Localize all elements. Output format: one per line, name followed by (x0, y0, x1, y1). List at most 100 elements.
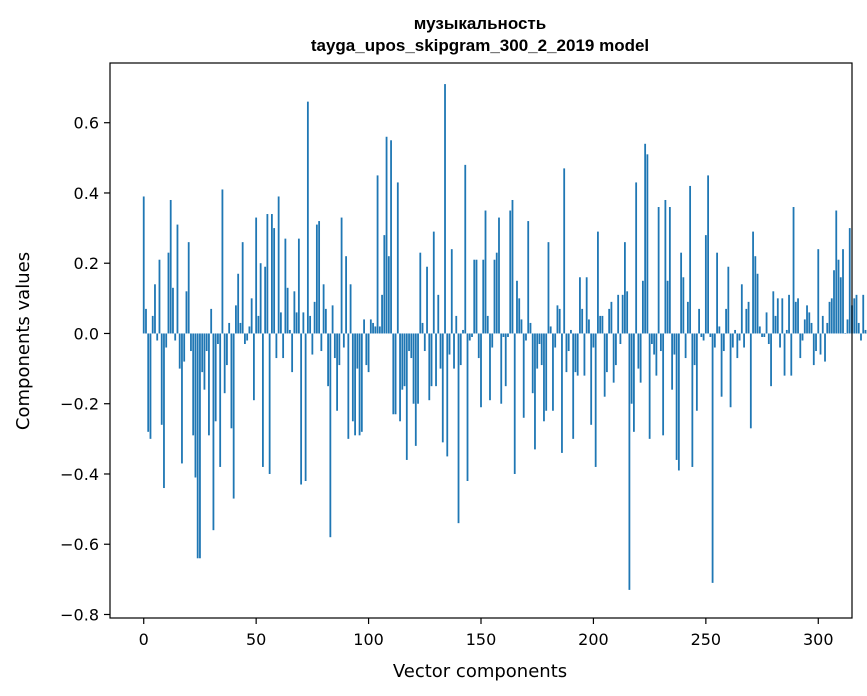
bar-137 (450, 249, 453, 334)
bar-4 (151, 315, 154, 334)
bar-188 (565, 333, 568, 373)
bar-158 (498, 217, 500, 334)
bar-306 (830, 298, 833, 334)
bar-62 (282, 333, 285, 359)
bar-48 (250, 298, 253, 334)
bar-143 (464, 164, 467, 334)
bar-253 (711, 333, 714, 583)
bar-274 (758, 326, 761, 334)
bar-18 (183, 333, 186, 362)
bar-276 (763, 333, 766, 337)
chart-title: музыкальность (414, 14, 546, 33)
bar-191 (572, 333, 575, 439)
bar-317 (855, 294, 858, 334)
bar-128 (430, 333, 433, 387)
bar-42 (237, 273, 240, 334)
bar-240 (682, 277, 685, 334)
bar-291 (797, 298, 799, 334)
bar-201 (594, 333, 597, 467)
bar-72 (304, 333, 307, 481)
bar-94 (354, 333, 356, 436)
bar-289 (792, 207, 795, 334)
bar-122 (417, 333, 419, 404)
bar-86 (336, 333, 338, 411)
bar-141 (459, 333, 462, 366)
bar-31 (212, 333, 215, 531)
bar-54 (264, 266, 267, 334)
bar-22 (192, 333, 195, 436)
bar-17 (181, 333, 183, 464)
bar-189 (567, 333, 570, 352)
bar-105 (378, 326, 381, 334)
bar-241 (684, 333, 687, 359)
bar-34 (219, 333, 222, 467)
bar-164 (511, 199, 514, 334)
bar-129 (432, 231, 435, 334)
bar-154 (489, 333, 491, 401)
bar-5 (154, 284, 156, 334)
bar-64 (286, 287, 289, 334)
bar-230 (659, 333, 662, 352)
bar-100 (367, 333, 370, 373)
bar-183 (554, 333, 557, 348)
bar-133 (441, 333, 444, 443)
bar-271 (752, 231, 754, 334)
bar-47 (248, 326, 251, 334)
bar-298 (812, 333, 815, 366)
bar-320 (862, 294, 865, 334)
bar-151 (482, 259, 485, 334)
bar-300 (817, 249, 820, 334)
bar-203 (599, 315, 602, 334)
bar-185 (558, 308, 561, 334)
bar-111 (392, 333, 395, 415)
bar-107 (383, 235, 386, 334)
bar-69 (297, 238, 300, 334)
bar-29 (208, 333, 210, 436)
bar-307 (833, 270, 835, 334)
x-tick-label: 100 (353, 630, 384, 649)
bar-74 (309, 315, 312, 334)
bar-79 (320, 333, 323, 352)
bar-257 (720, 333, 723, 397)
bar-172 (529, 322, 532, 334)
bar-301 (819, 333, 822, 355)
bar-210 (615, 333, 617, 366)
bar-32 (214, 333, 217, 422)
bar-244 (691, 333, 694, 467)
bar-103 (374, 326, 377, 334)
x-tick-label: 50 (246, 630, 266, 649)
bar-295 (806, 305, 808, 334)
bar-148 (475, 259, 478, 334)
bar-167 (518, 298, 521, 334)
bar-97 (360, 333, 363, 432)
bar-39 (230, 333, 233, 429)
bar-178 (543, 333, 545, 422)
bar-76 (313, 301, 316, 334)
bar-285 (783, 333, 786, 376)
x-tick-label: 0 (139, 630, 149, 649)
bar-10 (165, 333, 168, 348)
bar-101 (369, 319, 372, 334)
bar-305 (828, 301, 831, 334)
bar-153 (486, 315, 489, 334)
bar-233 (666, 280, 669, 334)
bar-93 (351, 333, 354, 422)
bar-112 (394, 333, 397, 415)
bar-293 (801, 333, 804, 341)
bar-78 (318, 221, 321, 334)
bar-73 (306, 101, 309, 334)
bar-162 (507, 333, 509, 337)
bar-267 (743, 333, 745, 348)
bar-299 (815, 333, 817, 352)
bar-53 (262, 333, 264, 467)
x-tick-label: 150 (466, 630, 497, 649)
bar-304 (826, 322, 829, 334)
bar-1 (145, 308, 147, 334)
bar-184 (556, 305, 559, 334)
bar-207 (608, 308, 611, 334)
bar-41 (235, 305, 237, 334)
bar-165 (513, 333, 516, 474)
bar-161 (504, 333, 507, 387)
bar-171 (527, 221, 530, 334)
bar-114 (399, 333, 401, 422)
